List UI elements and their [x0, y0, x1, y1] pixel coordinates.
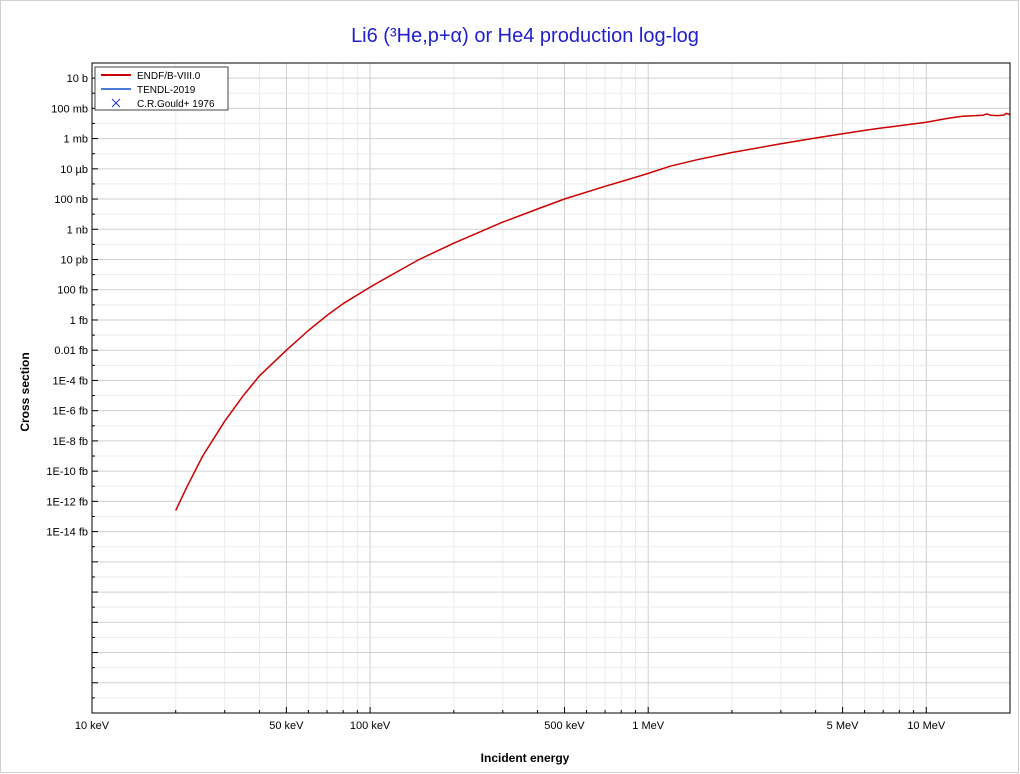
y-tick-label: 0.01 fb [54, 345, 88, 357]
x-tick-label: 1 MeV [632, 720, 664, 732]
x-tick-label: 10 MeV [907, 720, 946, 732]
y-axis-label: Cross section [18, 352, 32, 431]
y-tick-label: 1E-4 fb [53, 375, 88, 387]
legend-label-endf: ENDF/B-VIII.0 [137, 71, 201, 82]
x-axis-label: Incident energy [481, 751, 570, 765]
y-tick-label: 100 nb [54, 194, 88, 206]
grid-layer [91, 62, 1011, 714]
legend-marker-gould [111, 98, 121, 108]
y-tick-label: 1E-14 fb [46, 527, 88, 539]
y-tick-label: 1 nb [67, 224, 88, 236]
series-line-0 [175, 112, 1011, 511]
legend-label-gould: C.R.Gould+ 1976 [137, 99, 215, 110]
tick-layer: 10 keV 50 keV 100 keV 500 keV 1 MeV 5 MeV 10 M… [46, 62, 1011, 732]
series-layer [175, 112, 1011, 511]
y-tick-label: 10 pb [60, 255, 88, 267]
chart-title: Li6 (³He,p+α) or He4 production log-log [351, 25, 699, 47]
y-tick-label: 100 mb [51, 103, 88, 115]
y-tick-label: 10 b [67, 73, 88, 85]
y-tick-label: 100 fb [57, 285, 88, 297]
y-tick-label: 1E-6 fb [53, 406, 88, 418]
x-tick-label: 10 keV [75, 720, 110, 732]
y-tick-label: 1 mb [64, 134, 88, 146]
y-tick-label: 1E-12 fb [46, 496, 88, 508]
y-tick-label: 1E-8 fb [53, 436, 88, 448]
y-tick-label: 1E-10 fb [46, 466, 88, 478]
plot-area-border [91, 62, 1011, 714]
x-tick-label: 500 keV [544, 720, 585, 732]
x-tick-label: 5 MeV [827, 720, 859, 732]
y-tick-label: 1 fb [70, 315, 88, 327]
x-tick-label: 50 keV [269, 720, 304, 732]
legend-label-tendl: TENDL-2019 [137, 85, 196, 96]
legend: ENDF/B-VIII.0 TENDL-2019 C.R.Gould+ 1976 [94, 66, 229, 111]
x-tick-label: 100 keV [350, 720, 391, 732]
y-tick-label: 10 µb [60, 164, 88, 176]
